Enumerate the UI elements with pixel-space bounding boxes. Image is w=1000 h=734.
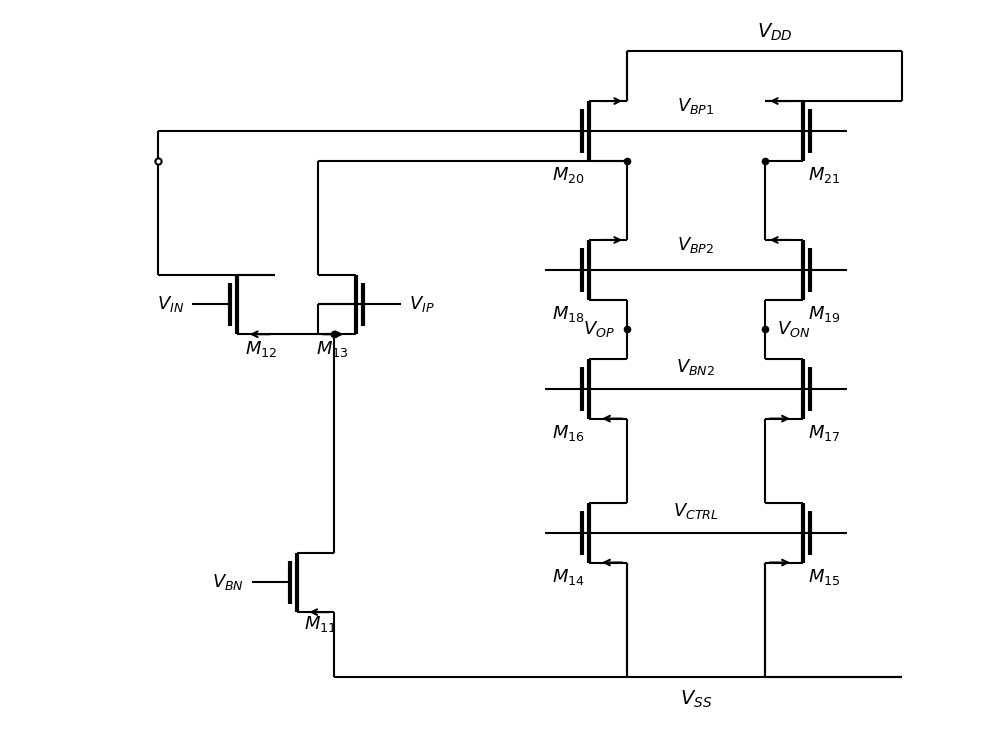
Text: $V_{SS}$: $V_{SS}$ bbox=[680, 688, 712, 710]
Text: $V_{CTRL}$: $V_{CTRL}$ bbox=[673, 501, 719, 521]
Text: $V_{DD}$: $V_{DD}$ bbox=[757, 22, 792, 43]
Text: $\mathit{M_{21}}$: $\mathit{M_{21}}$ bbox=[808, 165, 840, 186]
Text: $V_{IP}$: $V_{IP}$ bbox=[409, 294, 434, 314]
Text: $\mathit{M_{13}}$: $\mathit{M_{13}}$ bbox=[316, 339, 348, 359]
Text: $V_{BN}$: $V_{BN}$ bbox=[212, 573, 244, 592]
Text: $V_{BN2}$: $V_{BN2}$ bbox=[676, 357, 716, 377]
Text: $\mathit{M_{17}}$: $\mathit{M_{17}}$ bbox=[808, 424, 840, 443]
Text: $\mathit{M_{14}}$: $\mathit{M_{14}}$ bbox=[552, 567, 584, 587]
Text: $V_{OP}$: $V_{OP}$ bbox=[583, 319, 615, 339]
Text: $\mathit{M_{16}}$: $\mathit{M_{16}}$ bbox=[552, 424, 584, 443]
Text: $\mathit{M_{11}}$: $\mathit{M_{11}}$ bbox=[304, 614, 337, 634]
Text: $\mathit{M_{20}}$: $\mathit{M_{20}}$ bbox=[552, 165, 584, 186]
Text: $V_{ON}$: $V_{ON}$ bbox=[777, 319, 810, 339]
Text: $V_{BP1}$: $V_{BP1}$ bbox=[677, 96, 715, 116]
Text: $V_{IN}$: $V_{IN}$ bbox=[157, 294, 184, 314]
Text: $\mathit{M_{18}}$: $\mathit{M_{18}}$ bbox=[552, 305, 584, 324]
Text: $V_{BP2}$: $V_{BP2}$ bbox=[677, 235, 715, 255]
Text: $\mathit{M_{15}}$: $\mathit{M_{15}}$ bbox=[808, 567, 840, 587]
Text: $\mathit{M_{19}}$: $\mathit{M_{19}}$ bbox=[808, 305, 840, 324]
Text: $\mathit{M_{12}}$: $\mathit{M_{12}}$ bbox=[245, 339, 277, 359]
